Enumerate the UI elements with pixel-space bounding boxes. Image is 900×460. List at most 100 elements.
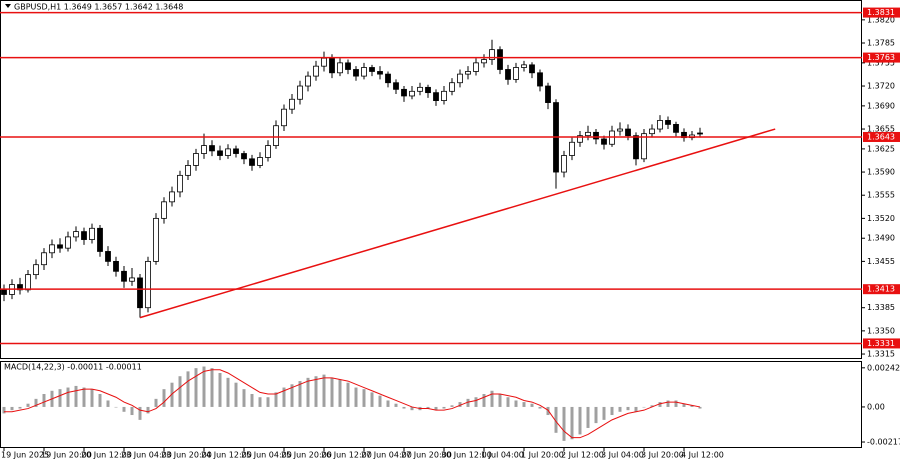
macd-bar [690, 405, 694, 407]
candle-body [537, 72, 543, 87]
level-label-box [863, 284, 900, 295]
candle-body [593, 131, 599, 140]
candle-body [657, 120, 663, 130]
candle-body [169, 191, 175, 203]
macd-bar [258, 397, 262, 407]
x-tick-label: 24 Jun 12:00 [201, 451, 252, 460]
macd-bar [698, 406, 702, 409]
macd-bar [74, 385, 78, 407]
candle-body [505, 69, 511, 80]
candle-body [665, 120, 671, 125]
candle-body [473, 62, 479, 72]
macd-bar [658, 402, 662, 407]
macd-bar [58, 389, 62, 407]
macd-bar [402, 406, 406, 409]
macd-bar [162, 389, 166, 407]
macd-bar [18, 406, 22, 409]
macd-bar [394, 403, 398, 407]
candle-body [545, 85, 551, 103]
candle-body [193, 153, 199, 166]
candle-body [177, 174, 183, 193]
macd-bar [98, 394, 102, 407]
candle-body [145, 260, 151, 309]
level-label: 1.3763 [867, 53, 895, 62]
candle-body [361, 67, 367, 77]
macd-bar [218, 372, 222, 407]
level-label: 1.3413 [867, 285, 895, 294]
macd-bar [186, 371, 190, 407]
macd-tick-label: -0.00217 [867, 438, 900, 447]
candle-body [1, 289, 7, 295]
candle-body [241, 153, 247, 160]
y-tick-label: 1.3315 [867, 350, 895, 359]
macd-bar [562, 406, 566, 441]
candle-body [617, 128, 623, 132]
macd-tick-label: 0.00242 [867, 363, 900, 372]
candle-body [321, 57, 327, 67]
macd-panel [0, 361, 862, 448]
macd-bar [26, 403, 30, 407]
candle-body [249, 158, 255, 166]
candle-body [449, 82, 455, 92]
candle-body [441, 90, 447, 101]
candle-body [513, 67, 519, 80]
y-tick-label: 1.3350 [867, 326, 895, 335]
macd-bar [226, 377, 230, 407]
macd-bar [634, 406, 638, 412]
macd-bar [586, 406, 590, 428]
x-tick-label: 27 Jun 04:00 [361, 451, 412, 460]
candle-body [577, 135, 583, 143]
candle-body [561, 155, 567, 173]
menu-arrow [5, 4, 11, 8]
candle-body [209, 145, 215, 152]
macd-bar [386, 400, 390, 407]
candle-body [521, 64, 527, 68]
candle-body [257, 157, 263, 166]
y-tick-label: 1.3490 [867, 234, 895, 243]
macd-bar [522, 402, 526, 407]
macd-bar [594, 406, 598, 424]
macd-bar [250, 394, 254, 407]
x-tick-label: 3 Jul 20:00 [641, 451, 684, 460]
macd-bar [498, 394, 502, 407]
y-tick-label: 1.3690 [867, 101, 895, 110]
x-tick-label: 25 Jun 04:00 [241, 451, 292, 460]
candle-body [137, 277, 143, 309]
candle-body [33, 264, 39, 276]
x-tick-label: 1 Jul 04:00 [481, 451, 524, 460]
candle-body [313, 65, 319, 77]
candle-body [153, 217, 159, 262]
x-tick-label: 30 Jun 12:00 [441, 451, 492, 460]
macd-bar [410, 406, 414, 411]
x-tick-label: 19 Jun 20:00 [41, 451, 92, 460]
level-label-box [863, 7, 900, 18]
candle-body [281, 108, 287, 127]
price-panel [0, 0, 862, 359]
candle-body [601, 138, 607, 145]
macd-bar [538, 406, 542, 409]
level-label-box [863, 52, 900, 63]
macd-bar [146, 406, 150, 414]
macd-bar [114, 406, 118, 408]
macd-bar [322, 374, 326, 407]
candle-body [457, 73, 463, 84]
macd-bar [34, 398, 38, 407]
macd-bar [554, 406, 558, 433]
macd-bar [178, 376, 182, 407]
macd-bar [618, 406, 622, 412]
x-tick-label: 23 Jun 04:00 [121, 451, 172, 460]
y-tick-label: 1.3820 [867, 15, 895, 24]
level-label: 1.3331 [867, 339, 895, 348]
candle-body [633, 135, 639, 160]
macd-bar [2, 406, 6, 414]
candle-body [585, 131, 591, 137]
candle-body [25, 274, 31, 291]
x-tick-label: 4 Jul 12:00 [681, 451, 724, 460]
macd-bar [330, 377, 334, 407]
chart-title: GBPUSD,H1 1.3649 1.3657 1.3642 1.3648 [14, 3, 183, 12]
x-tick-label: 26 Jun 12:00 [321, 451, 372, 460]
macd-bar [210, 368, 214, 407]
candle-body [393, 82, 399, 90]
macd-tick-label: 0.00 [867, 402, 885, 411]
y-tick-label: 1.3385 [867, 303, 895, 312]
